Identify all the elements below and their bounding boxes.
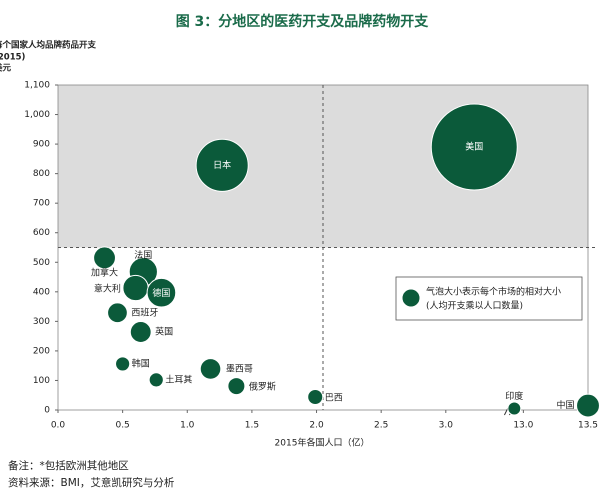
x-tick-label: 13.0	[513, 421, 533, 431]
y-axis-label: (2015)	[0, 53, 26, 63]
bubble	[115, 356, 131, 372]
bubble	[93, 246, 116, 270]
bubble	[148, 372, 164, 388]
bubble	[129, 321, 152, 343]
bubble	[107, 302, 128, 324]
x-tick-label: 3.0	[439, 421, 454, 431]
y-axis-label: 美元	[0, 63, 12, 74]
bubble-label: 巴西	[325, 393, 343, 404]
x-tick-label: 1.5	[245, 421, 259, 431]
y-tick-label: 0	[44, 406, 50, 416]
y-tick-label: 200	[33, 346, 50, 356]
y-tick-label: 400	[33, 287, 50, 297]
legend-text: 气泡大小表示每个市场的相对大小	[426, 286, 561, 298]
bubble	[307, 388, 324, 406]
bubble	[122, 274, 149, 302]
y-tick-label: 500	[33, 258, 50, 268]
y-tick-label: 1,100	[24, 81, 50, 91]
bubble-label: 法国	[134, 249, 152, 261]
bubble	[227, 377, 246, 396]
bubble	[576, 393, 600, 418]
x-tick-label: 2.0	[309, 421, 324, 431]
bubble-label: 日本	[213, 159, 231, 171]
y-tick-label: 700	[33, 199, 50, 209]
y-axis-label: 每个国家人均品牌药品开支	[0, 40, 97, 51]
bubble-label: 意大利	[94, 282, 121, 294]
bubble-label: 俄罗斯	[249, 381, 276, 393]
legend-box	[395, 276, 583, 321]
note: 资料来源：BMI，艾意凯研究与分析	[8, 476, 175, 489]
bubble-label: 英国	[155, 326, 173, 338]
bubble	[507, 401, 522, 416]
bubble-label: 西班牙	[131, 306, 158, 318]
bubble-label: 加拿大	[91, 266, 118, 278]
x-tick-label: 2.5	[374, 421, 388, 431]
bubble-label: 墨西哥	[226, 363, 253, 374]
bubble	[195, 138, 249, 192]
bubble-label: 土耳其	[165, 373, 192, 385]
x-tick-label: 1.0	[180, 421, 195, 431]
bubble	[146, 277, 177, 308]
x-axis-label: 2015年各国人口（亿）	[275, 437, 370, 449]
x-tick-label: 0.5	[115, 421, 129, 431]
bubble-label: 美国	[465, 141, 483, 153]
y-tick-label: 900	[33, 140, 50, 150]
y-tick-label: 100	[33, 376, 50, 386]
x-tick-label: 13.5	[578, 421, 598, 431]
bubble-label: 印度	[505, 390, 523, 402]
y-tick-label: 800	[33, 169, 50, 179]
bubble-label: 中国	[557, 399, 575, 411]
bubble-label: 韩国	[132, 357, 150, 369]
bubble-label: 德国	[152, 287, 170, 299]
chart-title: 图 3：分地区的医药开支及品牌药物开支	[176, 13, 430, 30]
legend-marker	[401, 288, 421, 308]
x-tick-label: 0.0	[51, 421, 66, 431]
y-tick-label: 300	[33, 317, 50, 327]
y-tick-label: 1,000	[24, 110, 50, 120]
note: 备注：*包括欧洲其他地区	[8, 459, 129, 472]
legend-text: (人均开支乘以人口数量)	[426, 300, 523, 312]
y-tick-label: 600	[33, 228, 50, 238]
bubble	[199, 358, 222, 380]
bubble	[430, 103, 518, 191]
